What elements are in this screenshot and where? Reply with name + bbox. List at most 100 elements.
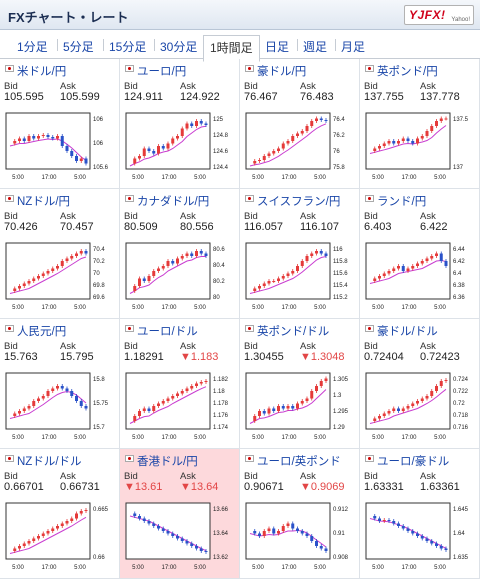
price-chart[interactable]: 70.4 70.2 70 69.8 69.6 5:00 17:00 5:00 — [4, 239, 116, 311]
candle-body — [195, 121, 198, 126]
ask-label: Ask — [300, 341, 316, 352]
candle-body — [411, 141, 415, 144]
price-chart[interactable]: 137.5 137 5:00 17:00 5:00 — [364, 109, 476, 181]
pair-link[interactable]: スイスフラン/円 — [257, 196, 341, 208]
x-tick-label: 5:00 — [12, 435, 24, 441]
candle-body — [291, 136, 295, 141]
pair-link[interactable]: NZドル/ドル — [17, 456, 82, 468]
x-tick-label: 5:00 — [314, 565, 326, 571]
candle-body — [392, 408, 396, 411]
pair-link[interactable]: 人民元/円 — [17, 326, 67, 338]
brand-logo[interactable]: YJFX! Yahoo! — [404, 5, 474, 25]
candle-body — [185, 388, 189, 391]
candle-body — [84, 510, 88, 511]
y-tick-label: 0.722 — [453, 389, 469, 395]
pair-link[interactable]: カナダドル/円 — [137, 196, 210, 208]
candle-body — [305, 126, 309, 131]
tab-1[interactable]: 5分足 — [63, 40, 94, 54]
candle-body — [315, 118, 318, 121]
pair-link[interactable]: NZドル/円 — [17, 196, 71, 208]
candle-body — [296, 266, 299, 271]
candle-body — [319, 118, 323, 120]
pair-link[interactable]: ユーロ/ドル — [137, 326, 198, 338]
tab-0[interactable]: 1分足 — [17, 40, 48, 54]
candle-body — [281, 143, 285, 149]
pair-link[interactable]: ユーロ/円 — [137, 66, 187, 78]
candle-body — [37, 536, 40, 539]
candle-body — [392, 268, 396, 271]
bid-value: 116.057 — [244, 221, 283, 233]
candle-body — [199, 382, 203, 384]
candle-body — [13, 413, 17, 416]
flag-icon — [125, 455, 134, 462]
x-tick-label: 5:00 — [434, 435, 446, 441]
candle-body — [324, 253, 328, 256]
y-tick-label: 115.6 — [333, 271, 348, 277]
pair-link[interactable]: ユーロ/豪ドル — [377, 456, 450, 468]
pair-link[interactable]: 豪ドル/ドル — [377, 326, 438, 338]
rate-cell: カナダドル/円 Bid Ask 80.509 80.556 80.6 80.4 80.2 80 5… — [120, 189, 240, 319]
candle-body — [56, 266, 59, 269]
price-chart[interactable]: 125 124.8 124.6 124.4 5:00 17:00 5:00 — [124, 109, 236, 181]
candle-body — [315, 251, 318, 254]
candle-body — [444, 548, 448, 550]
timeframe-tabs: 1分足 5分足 15分足 30分足 1時間足 日足 週足 月足 — [0, 31, 480, 62]
tab-6[interactable]: 週足 — [303, 40, 328, 54]
tab-3[interactable]: 30分足 — [160, 40, 198, 54]
candle-body — [425, 396, 429, 399]
price-chart[interactable]: 116 115.8 115.6 115.4 115.2 5:00 17:00 5:00 — [244, 239, 356, 311]
y-tick-label: 13.64 — [213, 531, 229, 537]
candle-body — [166, 261, 170, 266]
price-chart[interactable]: 13.66 13.64 13.62 5:00 17:00 5:00 — [124, 499, 236, 571]
pair-link[interactable]: 英ポンド/円 — [377, 66, 438, 78]
candle-body — [397, 266, 400, 269]
rate-cell: ランド/円 Bid Ask 6.403 6.422 6.44 6.42 6.4 6.38 6.36… — [360, 189, 480, 319]
y-tick-label: 0.724 — [453, 377, 469, 383]
candle-body — [51, 268, 55, 271]
price-chart[interactable]: 0.912 0.91 0.908 5:00 17:00 5:00 — [244, 499, 356, 571]
pair-link[interactable]: 香港ドル/円 — [137, 456, 198, 468]
tab-5[interactable]: 日足 — [265, 40, 290, 54]
price-chart[interactable]: 6.44 6.42 6.4 6.38 6.36 5:00 17:00 5:00 — [364, 239, 476, 311]
pair-link[interactable]: ランド/円 — [377, 196, 427, 208]
price-chart[interactable]: 76.4 76.2 76 75.8 5:00 17:00 5:00 — [244, 109, 356, 181]
pair-link[interactable]: 米ドル/円 — [17, 66, 67, 78]
tab-7[interactable]: 月足 — [341, 40, 366, 54]
candle-body — [18, 286, 21, 289]
pair-link[interactable]: 英ポンド/ドル — [257, 326, 330, 338]
price-chart[interactable]: 0.665 0.66 5:00 17:00 5:00 — [4, 499, 116, 571]
price-chart[interactable]: 1.182 1.18 1.178 1.176 1.174 5:00 17:00 5:00 — [124, 369, 236, 441]
y-tick-label: 80.2 — [213, 279, 225, 285]
candle-body — [180, 128, 184, 136]
candle-body — [258, 411, 261, 416]
price-chart[interactable]: 15.8 15.75 15.7 5:00 17:00 5:00 — [4, 369, 116, 441]
x-tick-label: 5:00 — [132, 565, 144, 571]
tab-2[interactable]: 15分足 — [109, 40, 147, 54]
bid-value: 76.467 — [244, 91, 278, 103]
candle-body — [397, 141, 400, 144]
candle-body — [22, 283, 26, 286]
candle-body — [41, 396, 45, 399]
x-tick-label: 5:00 — [252, 175, 264, 181]
tab-4[interactable]: 1時間足 — [203, 35, 260, 62]
candle-body — [32, 278, 36, 281]
price-chart[interactable]: 1.305 1.3 1.295 1.29 5:00 17:00 5:00 — [244, 369, 356, 441]
x-tick-label: 17:00 — [401, 305, 417, 311]
pair-link[interactable]: ユーロ/英ポンド — [257, 456, 341, 468]
rate-cell: ユーロ/英ポンド Bid Ask 0.90671 ▼0.9069 0.912 0.91 0.9… — [240, 449, 360, 579]
price-chart[interactable]: 0.724 0.722 0.72 0.718 0.716 5:00 17:00 5:00 — [364, 369, 476, 441]
pair-link[interactable]: 豪ドル/円 — [257, 66, 307, 78]
ask-value: 137.778 — [420, 91, 460, 103]
candle-body — [157, 403, 160, 406]
price-chart[interactable]: 106 106 105.6 5:00 17:00 5:00 — [4, 109, 116, 181]
candle-body — [185, 541, 189, 544]
candle-body — [319, 381, 323, 386]
price-chart[interactable]: 1.645 1.64 1.635 5:00 17:00 5:00 — [364, 499, 476, 571]
ask-label: Ask — [60, 471, 76, 482]
price-chart[interactable]: 80.6 80.4 80.2 80 5:00 17:00 5:00 — [124, 239, 236, 311]
bid-label: Bid — [124, 211, 138, 222]
bid-value: 1.18291 — [124, 351, 164, 363]
ask-value: 76.483 — [300, 91, 334, 103]
candle-body — [56, 136, 59, 139]
tab-separator — [103, 39, 104, 51]
